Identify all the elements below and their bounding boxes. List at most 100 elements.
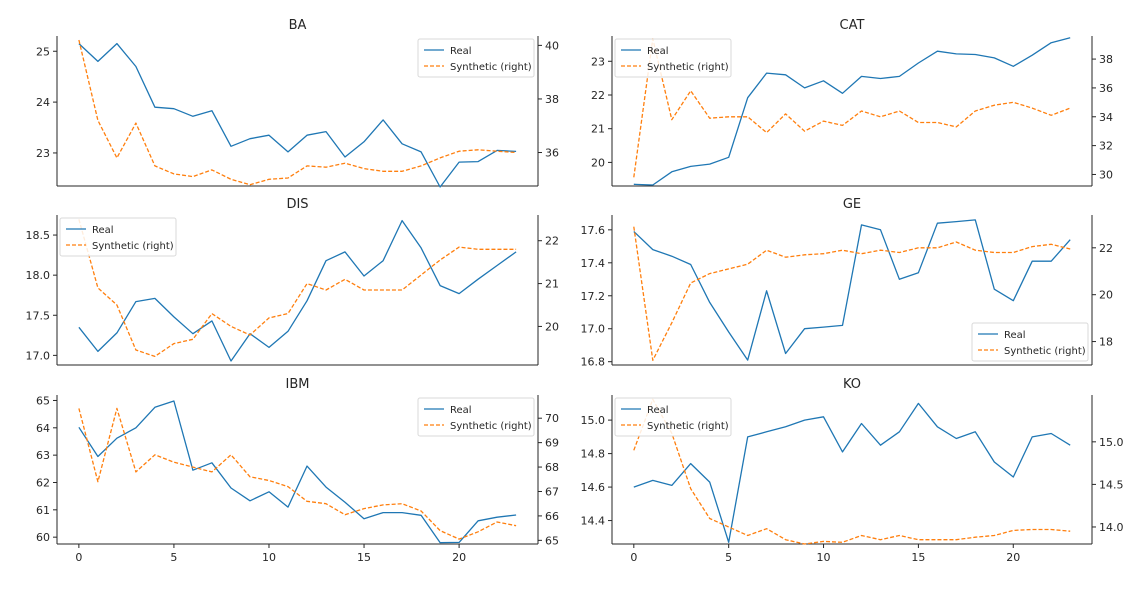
x-tick-label: 20 <box>1006 551 1020 564</box>
series-line-synthetic <box>633 398 1071 545</box>
series-line-real <box>633 402 1071 543</box>
chart-title: GE <box>843 197 861 212</box>
legend-label: Synthetic (right) <box>647 421 729 432</box>
y-tick-label-left: 17.4 <box>581 257 606 270</box>
chart-title: KO <box>843 377 861 392</box>
legend-label: Synthetic (right) <box>450 421 532 432</box>
legend-box <box>971 322 1089 362</box>
subplot-ge: GE 16.8 17.0 17.2 17.4 17.6 18 20 22 Real Syntheti… <box>581 197 1114 369</box>
x-tick-label: 5 <box>725 551 732 564</box>
y-tick-label-left: 25 <box>36 45 50 58</box>
subplot-dis: DIS 17.0 17.5 18.0 18.5 20 21 22 Real Synthetic (… <box>26 197 559 366</box>
series-line-synthetic <box>78 219 517 358</box>
y-tick-label-left: 20 <box>591 156 605 169</box>
legend-label: Synthetic (right) <box>450 62 532 73</box>
y-tick-label-left: 17.6 <box>581 224 606 237</box>
legend: Real Synthetic (right) <box>971 322 1089 362</box>
y-tick-label-right: 20 <box>1099 289 1113 302</box>
subplot-ko: KO 14.4 14.6 14.8 15.0 14.0 14.5 15.0 0 5 10 15 20 Re… <box>581 377 1124 564</box>
legend-label: Real <box>647 405 669 416</box>
y-tick-label-right: 34 <box>1099 111 1113 124</box>
series-line-synthetic <box>78 39 517 186</box>
y-tick-label-left: 24 <box>36 96 50 109</box>
y-tick-label-right: 14.0 <box>1099 521 1124 534</box>
y-tick-label-left: 22 <box>591 89 605 102</box>
y-tick-label-left: 17.2 <box>581 290 606 303</box>
y-tick-label-right: 67 <box>545 485 559 498</box>
legend: Real Synthetic (right) <box>614 38 732 78</box>
chart-title: CAT <box>840 18 865 33</box>
x-tick-label: 20 <box>452 551 466 564</box>
legend: Real Synthetic (right) <box>59 217 177 257</box>
subplot-cat: CAT 20 21 22 23 30 32 34 36 38 Real Synthetic (righ… <box>591 18 1113 187</box>
y-tick-label-right: 69 <box>545 437 559 450</box>
legend-label: Synthetic (right) <box>1004 346 1086 357</box>
y-tick-label-left: 65 <box>36 394 50 407</box>
y-tick-label-right: 65 <box>545 534 559 547</box>
legend-label: Real <box>1004 330 1026 341</box>
legend-label: Real <box>450 46 472 57</box>
y-tick-label-right: 38 <box>545 93 559 106</box>
x-tick-label: 0 <box>630 551 637 564</box>
x-tick-label: 10 <box>817 551 831 564</box>
y-tick-label-right: 40 <box>545 39 559 52</box>
y-tick-label-left: 23 <box>36 147 50 160</box>
series-line-real <box>633 219 1071 361</box>
y-tick-label-left: 15.0 <box>581 414 606 427</box>
x-tick-label: 15 <box>357 551 371 564</box>
y-tick-label-left: 21 <box>591 123 605 136</box>
y-tick-label-left: 60 <box>36 531 50 544</box>
y-tick-label-left: 16.8 <box>581 356 606 369</box>
chart-title: IBM <box>286 377 310 392</box>
y-tick-label-left: 14.8 <box>581 448 606 461</box>
y-tick-label-left: 17.0 <box>581 323 606 336</box>
series-line-synthetic <box>633 226 1071 361</box>
legend: Real Synthetic (right) <box>417 38 535 78</box>
y-tick-label-right: 14.5 <box>1099 478 1124 491</box>
y-tick-label-left: 14.4 <box>581 515 606 528</box>
legend-label: Synthetic (right) <box>92 241 174 252</box>
legend: Real Synthetic (right) <box>417 397 535 437</box>
legend-box <box>59 217 177 257</box>
x-tick-label: 5 <box>170 551 177 564</box>
legend-label: Real <box>450 405 472 416</box>
y-tick-label-right: 68 <box>545 461 559 474</box>
y-tick-label-right: 30 <box>1099 168 1113 181</box>
subplot-ba: BA 23 24 25 36 38 40 Real Synthetic (right) <box>36 18 559 188</box>
series-line-real <box>78 400 517 544</box>
subplot-ibm: IBM 60 61 62 63 64 65 65 66 67 68 69 70 0 5 10 15 20 Real S… <box>36 377 559 564</box>
y-tick-label-left: 64 <box>36 422 50 435</box>
y-tick-label-left: 62 <box>36 476 50 489</box>
y-tick-label-right: 18 <box>1099 336 1113 349</box>
series-line-real <box>78 219 517 362</box>
series-line-synthetic <box>78 407 517 540</box>
y-tick-label-right: 22 <box>545 235 559 248</box>
y-tick-label-right: 20 <box>545 320 559 333</box>
chart-title: DIS <box>286 197 308 212</box>
y-tick-label-left: 23 <box>591 55 605 68</box>
y-tick-label-right: 22 <box>1099 242 1113 255</box>
y-tick-label-left: 17.5 <box>26 309 51 322</box>
y-tick-label-right: 32 <box>1099 140 1113 153</box>
y-tick-label-right: 70 <box>545 412 559 425</box>
legend-box <box>614 38 732 78</box>
legend-box <box>614 397 732 437</box>
y-tick-label-right: 36 <box>545 147 559 160</box>
y-tick-label-left: 14.6 <box>581 481 606 494</box>
y-tick-label-right: 66 <box>545 510 559 523</box>
y-tick-label-left: 61 <box>36 504 50 517</box>
y-tick-label-left: 17.0 <box>26 349 51 362</box>
y-tick-label-right: 15.0 <box>1099 436 1124 449</box>
x-tick-label: 0 <box>75 551 82 564</box>
series-line-real <box>78 42 517 188</box>
legend-label: Real <box>647 46 669 57</box>
y-tick-label-right: 21 <box>545 278 559 291</box>
legend-box <box>417 397 535 437</box>
x-tick-label: 15 <box>911 551 925 564</box>
y-tick-label-right: 38 <box>1099 53 1113 66</box>
series-line-synthetic <box>633 38 1071 178</box>
series-line-real <box>633 37 1071 186</box>
y-tick-label-right: 36 <box>1099 82 1113 95</box>
chart-title: BA <box>289 18 307 33</box>
